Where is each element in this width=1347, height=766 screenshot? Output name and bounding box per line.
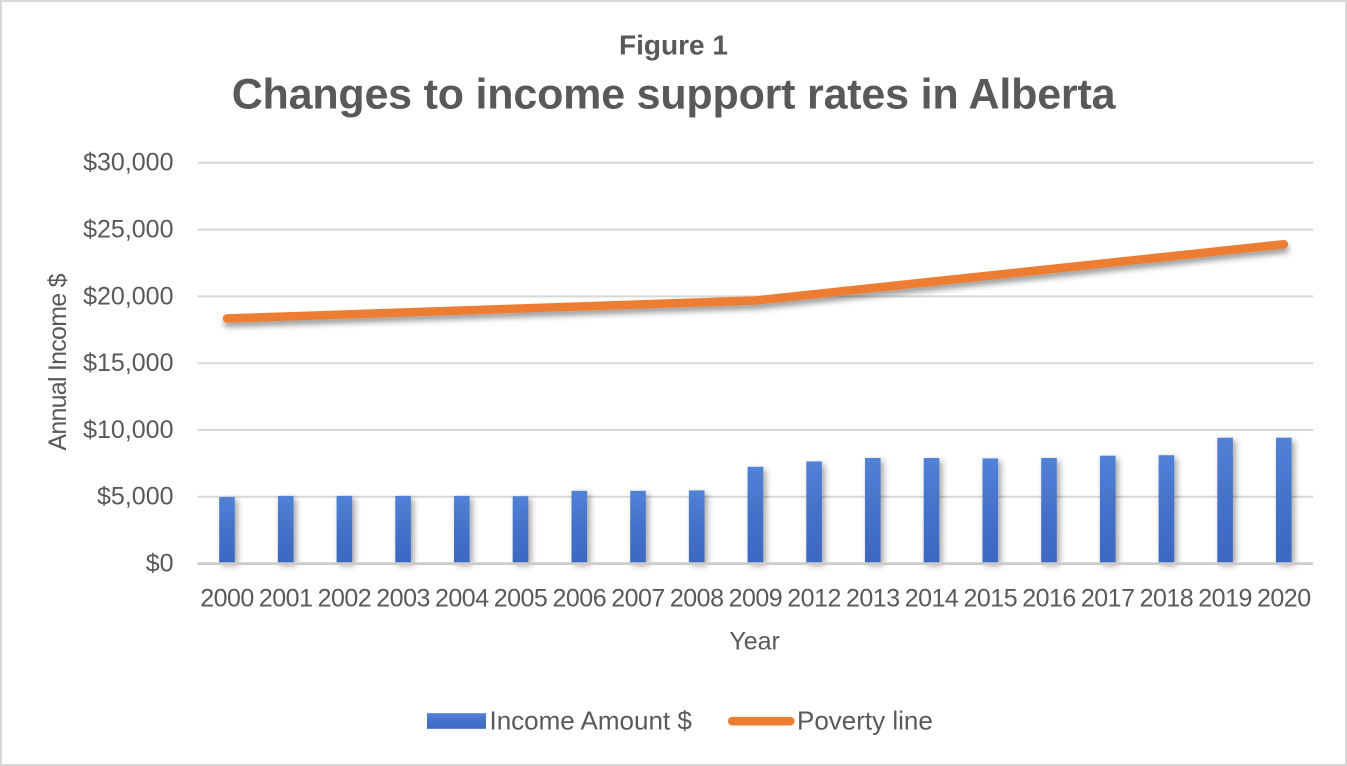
svg-text:Poverty line: Poverty line <box>797 706 933 736</box>
svg-text:$0: $0 <box>146 550 174 578</box>
svg-text:2004: 2004 <box>435 584 489 612</box>
svg-text:2020: 2020 <box>1257 584 1311 612</box>
svg-text:2002: 2002 <box>318 584 372 612</box>
svg-text:$25,000: $25,000 <box>83 216 173 244</box>
svg-text:$15,000: $15,000 <box>83 349 173 377</box>
svg-text:2000: 2000 <box>200 584 254 612</box>
svg-text:Changes to income support rate: Changes to income support rates in Alber… <box>232 71 1117 119</box>
svg-text:$10,000: $10,000 <box>83 416 173 444</box>
svg-text:2008: 2008 <box>670 584 724 612</box>
svg-text:2001: 2001 <box>259 584 313 612</box>
svg-text:2016: 2016 <box>1022 584 1076 612</box>
svg-text:$5,000: $5,000 <box>97 483 173 511</box>
svg-text:2018: 2018 <box>1140 584 1194 612</box>
svg-text:Figure 1: Figure 1 <box>619 30 728 61</box>
svg-text:$30,000: $30,000 <box>83 149 173 177</box>
svg-text:Year: Year <box>729 628 780 656</box>
svg-text:2012: 2012 <box>787 584 841 612</box>
svg-text:$20,000: $20,000 <box>83 282 173 310</box>
svg-text:Annual Income $: Annual Income $ <box>44 273 72 450</box>
svg-text:2003: 2003 <box>376 584 430 612</box>
svg-text:2015: 2015 <box>963 584 1017 612</box>
svg-text:2005: 2005 <box>494 584 548 612</box>
svg-text:2006: 2006 <box>552 584 606 612</box>
svg-text:2014: 2014 <box>905 584 959 612</box>
svg-text:2007: 2007 <box>611 584 665 612</box>
svg-text:Income Amount $: Income Amount $ <box>490 706 693 736</box>
svg-text:2017: 2017 <box>1081 584 1135 612</box>
svg-text:2009: 2009 <box>729 584 783 612</box>
svg-text:2013: 2013 <box>846 584 900 612</box>
svg-text:2019: 2019 <box>1198 584 1252 612</box>
